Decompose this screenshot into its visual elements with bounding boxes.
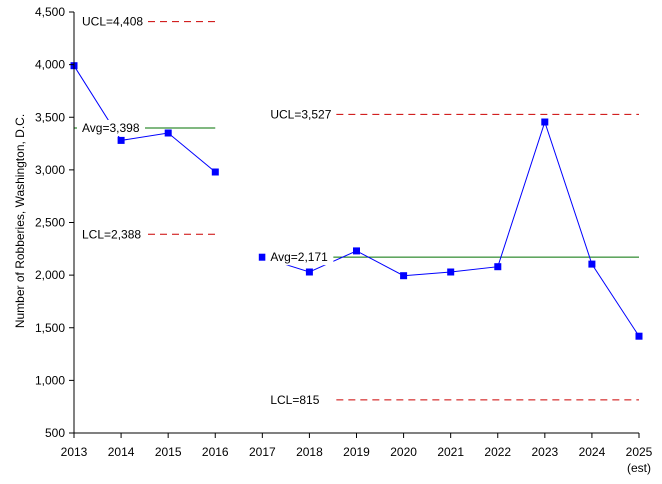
x-tick-sublabel: (est) (627, 461, 651, 475)
x-tick-label: 2017 (249, 445, 276, 459)
x-tick-label: 2023 (531, 445, 558, 459)
limit-labels: UCL=4,408 LCL=2,388 Avg=3,398 UCL=3,527 LCL=… (77, 13, 334, 408)
lcl-label-bg (77, 226, 145, 243)
x-tick-label: 2021 (437, 445, 464, 459)
ucl-label-bg (77, 13, 145, 30)
ucl-label: UCL=3,527 (270, 107, 331, 121)
x-tick-label: 2016 (202, 445, 229, 459)
lcl-label-bg (265, 391, 334, 408)
control-limit-lines (74, 21, 639, 401)
y-tick-label: 4,000 (35, 58, 65, 72)
y-tick-label: 4,500 (35, 5, 65, 19)
ucl-label: UCL=4,408 (82, 15, 143, 29)
x-tick-label: 2019 (343, 445, 370, 459)
data-point-2022 (494, 263, 502, 271)
data-point-2020 (400, 272, 408, 280)
y-tick-label: 1,500 (35, 321, 65, 335)
x-tick-label: 2022 (484, 445, 511, 459)
data-point-2021 (447, 268, 455, 276)
axes: 500 1,000 1,500 2,000 2,500 3,000 3,500 4,000 4,… (35, 5, 653, 475)
data-point-2024 (588, 260, 596, 268)
y-tick-label: 1,000 (35, 373, 65, 387)
ucl-label-bg (265, 106, 334, 123)
data-point-2016 (211, 168, 219, 176)
data-point-2018 (305, 268, 313, 276)
avg-label-bg (265, 249, 334, 266)
y-tick-label: 3,500 (35, 110, 65, 124)
x-tick-label: 2025 (626, 445, 653, 459)
avg-label-bg (77, 119, 145, 136)
lcl-label: LCL=2,388 (82, 227, 141, 241)
x-tick-label: 2018 (296, 445, 323, 459)
data-point-2017 (258, 253, 266, 261)
lcl-label: LCL=815 (270, 393, 319, 407)
x-tick-label: 2013 (61, 445, 88, 459)
y-tick-label: 2,500 (35, 216, 65, 230)
avg-label: Avg=3,398 (82, 121, 140, 135)
series-line (73, 65, 216, 173)
data-point-2015 (164, 129, 172, 137)
series-line (262, 120, 640, 337)
y-tick-label: 2,000 (35, 268, 65, 282)
avg-label: Avg=2,171 (270, 250, 328, 264)
y-tick-label: 500 (45, 426, 65, 440)
data-point-2025 (635, 332, 643, 340)
x-tick-label: 2015 (155, 445, 182, 459)
x-tick-label: 2020 (390, 445, 417, 459)
data-series (70, 62, 643, 340)
data-point-2019 (353, 247, 360, 255)
x-tick-label: 2014 (108, 445, 135, 459)
y-axis-title: Number of Robberies, Washington, D.C. (13, 114, 27, 328)
data-point-2014 (117, 136, 125, 144)
y-tick-label: 3,000 (35, 163, 65, 177)
x-tick-label: 2024 (579, 445, 606, 459)
data-point-2023 (541, 118, 549, 126)
